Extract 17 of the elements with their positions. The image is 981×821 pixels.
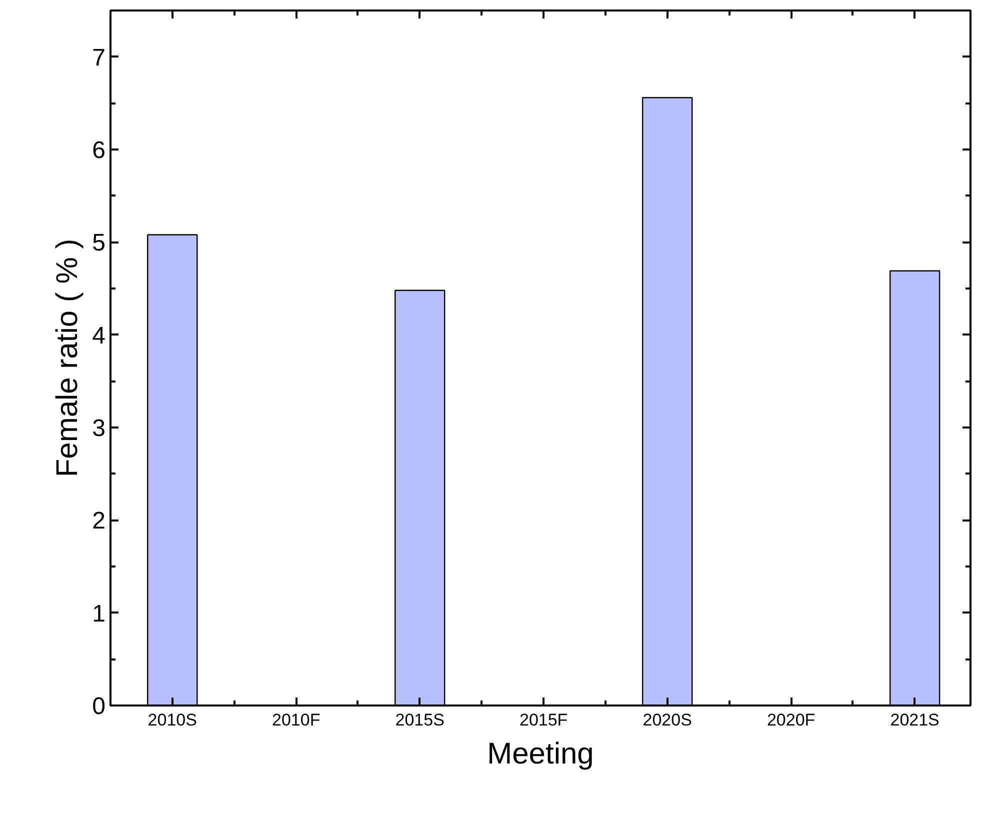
x-axis-title: Meeting [487, 738, 594, 770]
y-tick-label: 4 [92, 322, 106, 350]
y-tick-label: 3 [92, 415, 106, 442]
y-tick-label: 0 [92, 693, 106, 720]
y-tick-label: 7 [92, 44, 106, 72]
y-tick-label: 5 [92, 230, 106, 257]
y-tick-label: 2 [92, 508, 106, 535]
x-tick-label: 2015S [395, 710, 444, 730]
x-tick-label: 2020F [766, 710, 816, 730]
x-tick-label: 2010F [272, 710, 320, 730]
x-tick-label: 2021S [890, 710, 940, 730]
x-tick-label: 2020S [642, 710, 692, 730]
y-tick-label: 6 [92, 137, 106, 164]
y-tick-label: 1 [92, 600, 106, 628]
y-axis-title: Female ratio ( % ) [51, 238, 84, 478]
x-tick-label: 2015F [519, 710, 568, 730]
x-tick-label: 2010S [148, 710, 197, 730]
